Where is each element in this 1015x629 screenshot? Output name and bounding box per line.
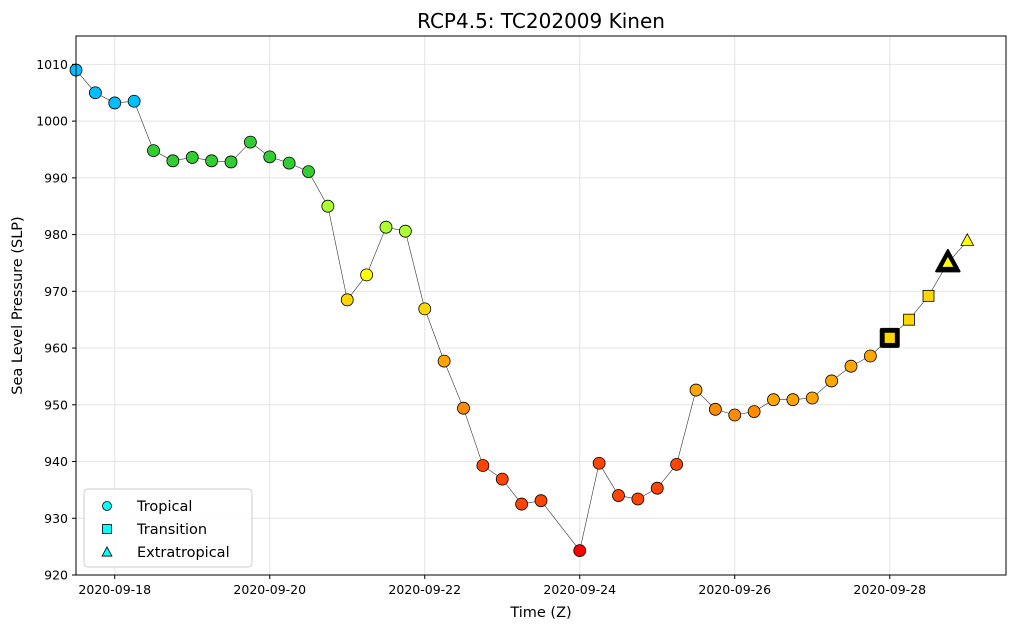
tropical-point — [418, 302, 432, 316]
tropical-point — [592, 456, 606, 470]
extratropical-point — [942, 256, 954, 267]
tropical-point — [302, 165, 315, 179]
transition-point — [922, 289, 935, 302]
x-tick-label: 2020-09-22 — [388, 582, 461, 597]
tropical-point — [786, 393, 800, 407]
track-line — [75, 69, 968, 552]
tropical-point — [282, 156, 296, 170]
tropical-point — [476, 459, 490, 472]
y-tick-label: 940 — [44, 454, 68, 469]
legend-box — [83, 488, 253, 568]
y-tick-label: 970 — [44, 284, 68, 299]
axis-ticks: 920 930 940 950 960 970 980 990 1000 1010 2020-09-… — [36, 57, 926, 597]
legend-label-transition: Transition — [136, 522, 207, 538]
x-tick-label: 2020-09-20 — [233, 582, 306, 597]
y-tick-label: 980 — [44, 227, 68, 242]
y-tick-label: 990 — [44, 170, 68, 185]
tropical-point — [360, 268, 374, 282]
tropical-point — [612, 489, 625, 502]
tropical-point — [108, 96, 122, 110]
tropical-point — [515, 497, 529, 511]
tropical-point — [166, 154, 180, 168]
tropical-point — [767, 393, 780, 407]
legend: Tropical Transition Extratropical — [83, 488, 253, 568]
tropical-point — [805, 391, 819, 405]
y-tick-label: 1010 — [36, 57, 68, 72]
legend-marker-triangle — [101, 546, 113, 557]
legend-label-extratropical: Extratropical — [137, 545, 230, 561]
x-tick-label: 2020-09-24 — [543, 582, 616, 597]
legend-markers — [101, 501, 113, 557]
tropical-point — [398, 224, 412, 238]
tropical-point — [321, 199, 335, 213]
tropical-point — [728, 408, 742, 422]
tropical-point — [747, 405, 761, 418]
transition-point — [883, 331, 896, 344]
tropical-point — [689, 383, 703, 397]
extratropical-point — [960, 232, 975, 246]
transition-point — [903, 313, 916, 326]
tropical-point — [708, 402, 722, 416]
tropical-point — [825, 374, 839, 388]
tropical-point — [147, 144, 160, 158]
legend-label-tropical: Tropical — [136, 499, 192, 515]
tropical-point — [670, 457, 684, 471]
legend-marker-circle — [102, 501, 112, 511]
y-tick-label: 960 — [44, 341, 68, 356]
y-tick-label: 1000 — [36, 114, 68, 129]
tropical-point — [863, 349, 877, 363]
tropical-point — [457, 401, 470, 415]
tropical-point — [437, 354, 451, 368]
tropical-point — [127, 94, 141, 108]
tropical-point — [340, 293, 354, 307]
chart-title: RCP4.5: TC202009 Kinen — [417, 9, 665, 33]
tropical-point — [205, 154, 219, 168]
y-tick-label: 950 — [44, 397, 68, 412]
tropical-point — [263, 150, 277, 164]
tropical-point — [650, 481, 664, 495]
tropical-point — [243, 135, 257, 149]
tropical-point — [224, 155, 238, 169]
x-axis-label: Time (Z) — [509, 605, 571, 621]
y-tick-label: 930 — [44, 511, 68, 526]
tropical-point — [185, 151, 199, 164]
tropical-point — [844, 359, 858, 373]
x-tick-label: 2020-09-26 — [698, 582, 771, 597]
tropical-point — [379, 220, 393, 234]
track-polyline — [75, 69, 968, 552]
grid-lines — [76, 36, 1006, 576]
y-axis-label: Sea Level Pressure (SLP) — [10, 216, 26, 394]
x-tick-label: 2020-09-28 — [853, 582, 926, 597]
plot-frame — [75, 35, 1007, 576]
y-tick-label: 920 — [44, 568, 68, 583]
tropical-point — [495, 472, 509, 486]
legend-marker-square — [102, 524, 112, 534]
x-tick-label: 2020-09-18 — [78, 582, 151, 597]
tropical-point — [534, 494, 548, 508]
tropical-point — [88, 86, 102, 100]
tropical-point — [573, 544, 587, 558]
tropical-point — [631, 492, 645, 506]
